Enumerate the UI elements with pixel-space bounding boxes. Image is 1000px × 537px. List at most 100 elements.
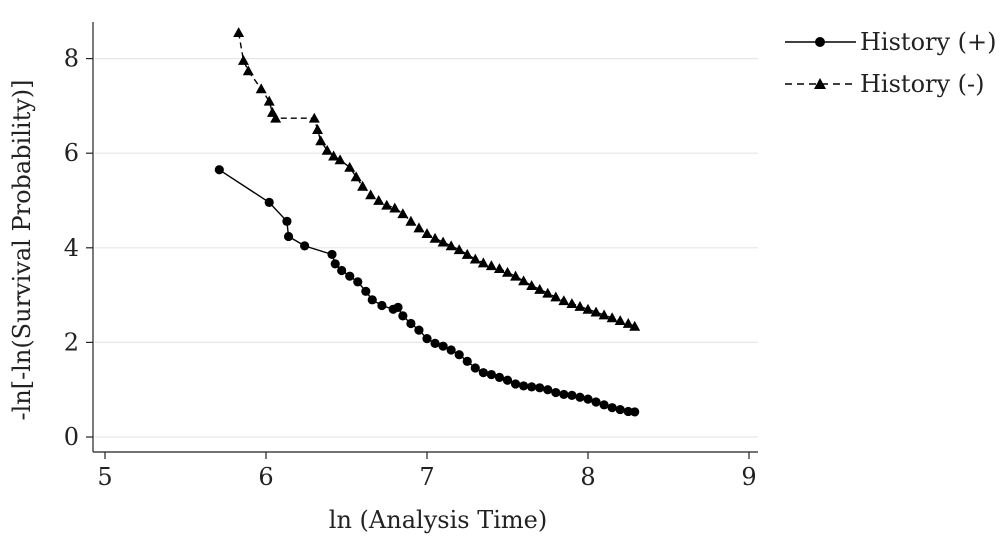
- data-point: [397, 208, 409, 219]
- tick-marks: 0 2 4 6 8 5 6 7 8 9: [64, 45, 757, 491]
- y-tick-label: 0: [64, 423, 79, 451]
- legend-label-history-minus: History (-): [860, 70, 985, 98]
- data-point: [502, 375, 513, 385]
- gridlines: [95, 57, 758, 438]
- x-axis-label: ln (Analysis Time): [329, 506, 547, 534]
- x-tick-label: 7: [419, 463, 434, 491]
- x-tick-label: 8: [580, 463, 595, 491]
- legend-marker-triangle-icon: [814, 78, 826, 89]
- data-point: [470, 363, 480, 373]
- data-point: [312, 124, 324, 134]
- y-tick-label: 4: [64, 234, 79, 262]
- data-point: [510, 379, 521, 389]
- data-point: [237, 54, 249, 65]
- data-point: [599, 400, 609, 410]
- data-point: [413, 222, 425, 233]
- series-line-1: [237, 32, 635, 327]
- data-point: [345, 271, 355, 281]
- x-tick-label: 6: [258, 463, 273, 491]
- data-point: [406, 318, 416, 329]
- data-point: [282, 216, 292, 226]
- data-point: [478, 368, 488, 378]
- data-point: [308, 112, 320, 123]
- series: [214, 27, 641, 417]
- data-point: [559, 389, 569, 400]
- data-point: [469, 253, 481, 264]
- data-point: [438, 341, 448, 351]
- data-point: [263, 95, 275, 106]
- data-point: [398, 311, 408, 321]
- data-point: [494, 372, 505, 383]
- data-point: [543, 385, 553, 395]
- data-point: [430, 338, 440, 348]
- series-1: [233, 27, 641, 331]
- data-point: [270, 112, 282, 123]
- data-point: [575, 392, 585, 402]
- data-point: [502, 266, 513, 277]
- data-point: [367, 295, 377, 305]
- data-point: [393, 302, 403, 312]
- data-point: [255, 83, 267, 94]
- data-point: [327, 249, 337, 260]
- data-point: [264, 197, 274, 207]
- data-point: [477, 257, 489, 268]
- data-point: [461, 248, 473, 259]
- data-point: [445, 240, 457, 251]
- data-point: [535, 383, 545, 393]
- data-point: [622, 317, 634, 328]
- data-point: [214, 165, 224, 175]
- data-point: [519, 381, 529, 391]
- data-point: [405, 215, 417, 226]
- legend-item-history-plus: History (+): [785, 28, 997, 56]
- data-point: [607, 403, 617, 413]
- data-point: [614, 315, 626, 326]
- data-point: [337, 265, 347, 276]
- y-tick-label: 8: [64, 45, 79, 73]
- data-point: [510, 270, 522, 281]
- data-point: [591, 397, 601, 407]
- data-point: [558, 295, 570, 306]
- data-point: [422, 334, 432, 344]
- x-tick-label: 9: [741, 463, 756, 491]
- data-point: [389, 202, 401, 213]
- data-point: [300, 241, 310, 251]
- data-point: [283, 231, 294, 242]
- data-point: [414, 325, 424, 335]
- data-point: [330, 259, 340, 269]
- data-point: [615, 404, 625, 415]
- data-point: [534, 283, 546, 294]
- y-tick-label: 2: [64, 328, 79, 356]
- x-tick-label: 5: [97, 463, 112, 491]
- data-point: [334, 154, 346, 165]
- data-point: [373, 195, 385, 205]
- data-point: [421, 228, 433, 239]
- data-point: [462, 356, 472, 366]
- data-point: [582, 303, 594, 314]
- data-point: [242, 65, 254, 76]
- data-point: [454, 350, 464, 360]
- legend: History (+) History (-): [785, 28, 997, 98]
- data-point: [542, 287, 554, 298]
- y-tick-label: 6: [64, 139, 79, 167]
- legend-marker-circle-icon: [815, 37, 825, 47]
- data-point: [485, 260, 497, 271]
- data-point: [446, 345, 456, 355]
- y-axis-label: -ln[-ln(Survival Probability)]: [8, 79, 36, 420]
- data-point: [527, 382, 537, 392]
- data-point: [437, 236, 449, 247]
- data-point: [429, 232, 441, 243]
- data-point: [357, 180, 369, 191]
- legend-label-history-plus: History (+): [860, 28, 997, 56]
- data-point: [567, 390, 577, 400]
- data-point: [344, 161, 356, 172]
- data-point: [590, 306, 602, 317]
- data-point: [365, 189, 377, 200]
- data-point: [233, 27, 245, 37]
- legend-item-history-minus: History (-): [785, 70, 985, 98]
- data-point: [526, 280, 538, 291]
- data-point: [598, 309, 610, 320]
- data-point: [583, 394, 593, 404]
- data-point: [350, 171, 362, 182]
- data-point: [551, 387, 561, 398]
